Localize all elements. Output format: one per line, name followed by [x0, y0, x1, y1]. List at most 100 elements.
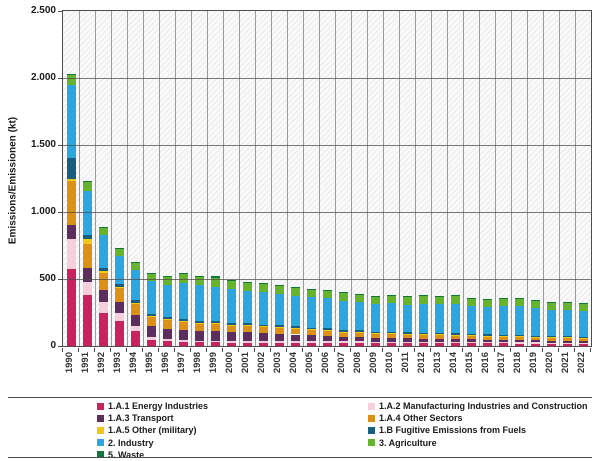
- vertical-gridline: [447, 11, 448, 346]
- bar-segment: [82, 243, 92, 269]
- bar-segment: [162, 277, 172, 285]
- bar-segment: [498, 343, 508, 346]
- bar-segment: [210, 331, 220, 341]
- x-tick-label: 1991: [80, 352, 91, 374]
- x-tick-mark: [558, 348, 559, 352]
- bar-segment: [354, 294, 364, 303]
- bar-segment: [210, 276, 220, 278]
- bar-segment: [210, 340, 220, 343]
- bar-segment: [450, 296, 460, 304]
- y-tick-mark: [58, 212, 62, 213]
- x-tick-mark: [302, 348, 303, 352]
- bar-segment: [322, 341, 332, 343]
- bar-segment: [274, 293, 284, 326]
- bar-segment: [194, 340, 204, 343]
- bar-segment: [98, 301, 108, 313]
- bar-segment: [130, 269, 140, 301]
- vertical-gridline: [479, 11, 480, 346]
- bar-segment: [466, 297, 476, 299]
- bar-segment: [514, 306, 524, 336]
- bar-segment: [66, 225, 76, 239]
- vertical-gridline: [335, 11, 336, 346]
- bar-segment: [354, 293, 364, 295]
- legend-label: 1.A.3 Transport: [108, 413, 174, 424]
- x-tick-mark: [190, 348, 191, 352]
- bar-segment: [258, 333, 268, 342]
- x-tick-label: 1996: [160, 352, 171, 374]
- bar-segment: [338, 336, 348, 342]
- vertical-gridline: [287, 11, 288, 346]
- bar-segment: [338, 342, 348, 346]
- bar-segment: [98, 235, 108, 268]
- x-tick-mark: [462, 348, 463, 352]
- bar-segment: [226, 279, 236, 282]
- bar-segment: [578, 303, 588, 311]
- bar-segment: [242, 341, 252, 343]
- x-tick-label: 1993: [112, 352, 123, 374]
- bar-segment: [482, 342, 492, 344]
- bar-segment: [194, 320, 204, 323]
- x-tick-label: 2006: [320, 352, 331, 374]
- bar-segment: [338, 341, 348, 343]
- bar-segment: [306, 335, 316, 342]
- bar-segment: [466, 333, 476, 336]
- bar-segment: [82, 181, 92, 182]
- bar-segment: [162, 317, 172, 320]
- bar-segment: [562, 340, 572, 343]
- bar-segment: [482, 334, 492, 336]
- vertical-gridline: [527, 11, 528, 346]
- legend-swatch: [368, 414, 375, 422]
- bar-segment: [482, 339, 492, 343]
- bar-segment: [434, 334, 444, 339]
- vertical-gridline: [415, 11, 416, 346]
- legend-item: 1.A.3 Transport: [97, 412, 208, 424]
- legend-item: 5. Waste: [97, 449, 208, 461]
- bar-segment: [226, 342, 236, 346]
- legend-label: 1.A.4 Other Sectors: [379, 413, 463, 424]
- bar-segment: [210, 323, 220, 332]
- bar-segment: [130, 303, 140, 316]
- bar-segment: [178, 340, 188, 342]
- legend-swatch: [97, 426, 104, 434]
- bar-segment: [402, 343, 412, 346]
- bar-segment: [370, 337, 380, 342]
- bar-segment: [258, 326, 268, 333]
- bar-segment: [82, 234, 92, 240]
- vertical-gridline: [367, 11, 368, 346]
- x-tick-mark: [366, 348, 367, 352]
- legend-bottom-rule: [8, 457, 592, 458]
- bar-segment: [418, 341, 428, 344]
- legend-item: 3. Agriculture: [368, 437, 588, 449]
- bar-segment: [546, 343, 556, 346]
- bar-segment: [370, 341, 380, 344]
- bar-segment: [194, 277, 204, 286]
- bar-segment: [514, 336, 524, 340]
- x-tick-label: 2007: [336, 352, 347, 374]
- bar-segment: [130, 302, 140, 304]
- bar-segment: [466, 343, 476, 346]
- bar-segment: [114, 247, 124, 249]
- bar-segment: [194, 323, 204, 331]
- horizontal-gridline: [63, 78, 591, 79]
- x-tick-label: 2008: [352, 352, 363, 374]
- y-tick-mark: [58, 11, 62, 12]
- bar-segment: [578, 302, 588, 304]
- x-tick-mark: [222, 348, 223, 352]
- x-tick-mark: [94, 348, 95, 352]
- bar-segment: [178, 321, 188, 330]
- legend-column-left: 1.A.1 Energy Industries 1.A.3 Transport 1.…: [97, 400, 208, 461]
- bar-segment: [466, 339, 476, 342]
- bar-segment: [546, 309, 556, 337]
- x-tick-label: 2000: [224, 352, 235, 374]
- bar-segment: [450, 303, 460, 334]
- x-tick-label: 2015: [464, 352, 475, 374]
- bar-segment: [514, 335, 524, 337]
- bar-segment: [578, 310, 588, 337]
- bar-segment: [418, 334, 428, 339]
- bar-segment: [146, 325, 156, 337]
- bar-segment: [194, 342, 204, 346]
- x-tick-mark: [574, 348, 575, 352]
- y-axis-title: Emissions/Emissionen (kt): [7, 116, 19, 245]
- bar-segment: [226, 325, 236, 332]
- bar-segment: [322, 290, 332, 299]
